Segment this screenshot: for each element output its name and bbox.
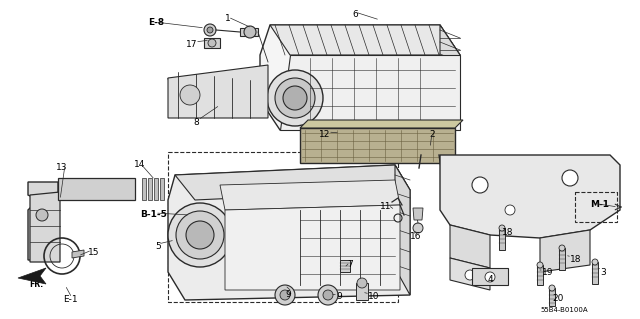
Polygon shape	[300, 120, 463, 128]
Polygon shape	[168, 165, 410, 300]
Polygon shape	[300, 128, 455, 163]
Polygon shape	[30, 192, 60, 262]
Polygon shape	[413, 208, 423, 220]
Polygon shape	[499, 228, 505, 250]
Polygon shape	[395, 165, 410, 295]
Circle shape	[505, 205, 515, 215]
Polygon shape	[58, 178, 135, 200]
Circle shape	[357, 278, 367, 288]
Circle shape	[592, 259, 598, 265]
Text: 3: 3	[600, 268, 605, 277]
Text: 19: 19	[542, 268, 554, 277]
Polygon shape	[340, 260, 350, 272]
Text: E-8: E-8	[148, 18, 164, 27]
Circle shape	[275, 78, 315, 118]
Text: 16: 16	[410, 232, 422, 241]
Circle shape	[499, 225, 505, 231]
Text: 9: 9	[285, 290, 291, 299]
Polygon shape	[18, 268, 46, 284]
Circle shape	[176, 211, 224, 259]
Bar	[168, 152, 398, 302]
Text: 13: 13	[56, 163, 68, 172]
Circle shape	[283, 86, 307, 110]
Polygon shape	[356, 283, 368, 300]
Circle shape	[280, 290, 290, 300]
Circle shape	[537, 262, 543, 268]
Text: 18: 18	[570, 255, 582, 264]
Polygon shape	[540, 230, 590, 272]
Text: 55B4-B0100A: 55B4-B0100A	[540, 307, 588, 313]
Circle shape	[318, 285, 338, 305]
Bar	[575, 192, 617, 222]
Text: FR.: FR.	[29, 280, 43, 289]
Text: 7: 7	[347, 260, 353, 269]
Polygon shape	[175, 165, 410, 200]
Polygon shape	[72, 250, 84, 258]
Polygon shape	[260, 25, 460, 130]
Text: 8: 8	[193, 118, 199, 127]
Text: 5: 5	[155, 242, 161, 251]
Polygon shape	[225, 205, 400, 290]
Polygon shape	[440, 155, 620, 238]
Polygon shape	[168, 65, 268, 118]
Polygon shape	[154, 178, 158, 200]
Text: M-1: M-1	[590, 200, 609, 209]
Circle shape	[559, 245, 565, 251]
Polygon shape	[28, 182, 58, 260]
Polygon shape	[280, 55, 460, 130]
Circle shape	[413, 223, 423, 233]
Polygon shape	[160, 178, 164, 200]
Circle shape	[549, 285, 555, 291]
Circle shape	[168, 203, 232, 267]
Polygon shape	[440, 25, 460, 130]
Text: 10: 10	[368, 292, 380, 301]
Polygon shape	[537, 265, 543, 285]
Polygon shape	[270, 25, 460, 55]
Circle shape	[207, 27, 213, 33]
Circle shape	[267, 70, 323, 126]
Polygon shape	[559, 248, 565, 270]
Polygon shape	[148, 178, 152, 200]
Text: 14: 14	[134, 160, 146, 169]
Polygon shape	[240, 28, 258, 36]
Polygon shape	[450, 258, 490, 290]
Circle shape	[465, 270, 475, 280]
Circle shape	[485, 272, 495, 282]
Text: 2: 2	[429, 130, 435, 139]
Polygon shape	[549, 288, 555, 306]
Circle shape	[472, 177, 488, 193]
Circle shape	[244, 26, 256, 38]
Text: 17: 17	[186, 40, 198, 49]
Circle shape	[562, 170, 578, 186]
Text: 18: 18	[502, 228, 513, 237]
Text: 6: 6	[352, 10, 358, 19]
Text: B-1-5: B-1-5	[140, 210, 167, 219]
Text: 9: 9	[336, 292, 342, 301]
Polygon shape	[450, 225, 490, 268]
Text: 1: 1	[225, 14, 231, 23]
Circle shape	[323, 290, 333, 300]
Text: E-1: E-1	[63, 295, 77, 304]
Text: 4: 4	[487, 275, 493, 284]
Text: 20: 20	[552, 294, 564, 303]
Polygon shape	[592, 262, 598, 284]
Circle shape	[208, 39, 216, 47]
Polygon shape	[204, 38, 220, 48]
Circle shape	[275, 285, 295, 305]
Polygon shape	[220, 180, 400, 210]
Polygon shape	[472, 268, 508, 285]
Circle shape	[186, 221, 214, 249]
Circle shape	[36, 209, 48, 221]
Polygon shape	[142, 178, 146, 200]
Text: 15: 15	[88, 248, 99, 257]
Circle shape	[180, 85, 200, 105]
Text: 11: 11	[380, 202, 392, 211]
Text: 12: 12	[319, 130, 331, 139]
Circle shape	[204, 24, 216, 36]
